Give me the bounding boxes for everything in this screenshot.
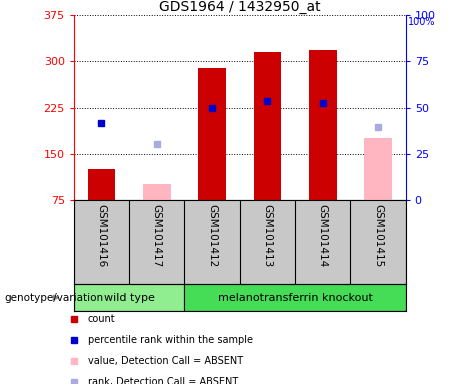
Bar [184, 284, 406, 311]
Title: GDS1964 / 1432950_at: GDS1964 / 1432950_at [159, 0, 320, 14]
Text: 100%: 100% [408, 17, 436, 27]
Text: GSM101417: GSM101417 [152, 204, 162, 267]
Text: count: count [88, 314, 115, 324]
Bar [309, 50, 337, 200]
Bar [74, 284, 184, 311]
Bar [364, 138, 392, 200]
Text: melanotransferrin knockout: melanotransferrin knockout [218, 293, 372, 303]
Text: value, Detection Call = ABSENT: value, Detection Call = ABSENT [88, 356, 242, 366]
Text: GSM101414: GSM101414 [318, 204, 328, 267]
Text: percentile rank within the sample: percentile rank within the sample [88, 335, 253, 345]
Text: genotype/variation: genotype/variation [5, 293, 104, 303]
Bar [254, 52, 281, 200]
Text: wild type: wild type [104, 293, 154, 303]
Text: rank, Detection Call = ABSENT: rank, Detection Call = ABSENT [88, 377, 238, 384]
Text: GSM101412: GSM101412 [207, 204, 217, 267]
Bar [143, 184, 171, 200]
Text: GSM101416: GSM101416 [96, 204, 106, 267]
Text: GSM101415: GSM101415 [373, 204, 383, 267]
Text: GSM101413: GSM101413 [262, 204, 272, 267]
Bar [88, 169, 115, 200]
Bar [198, 68, 226, 200]
